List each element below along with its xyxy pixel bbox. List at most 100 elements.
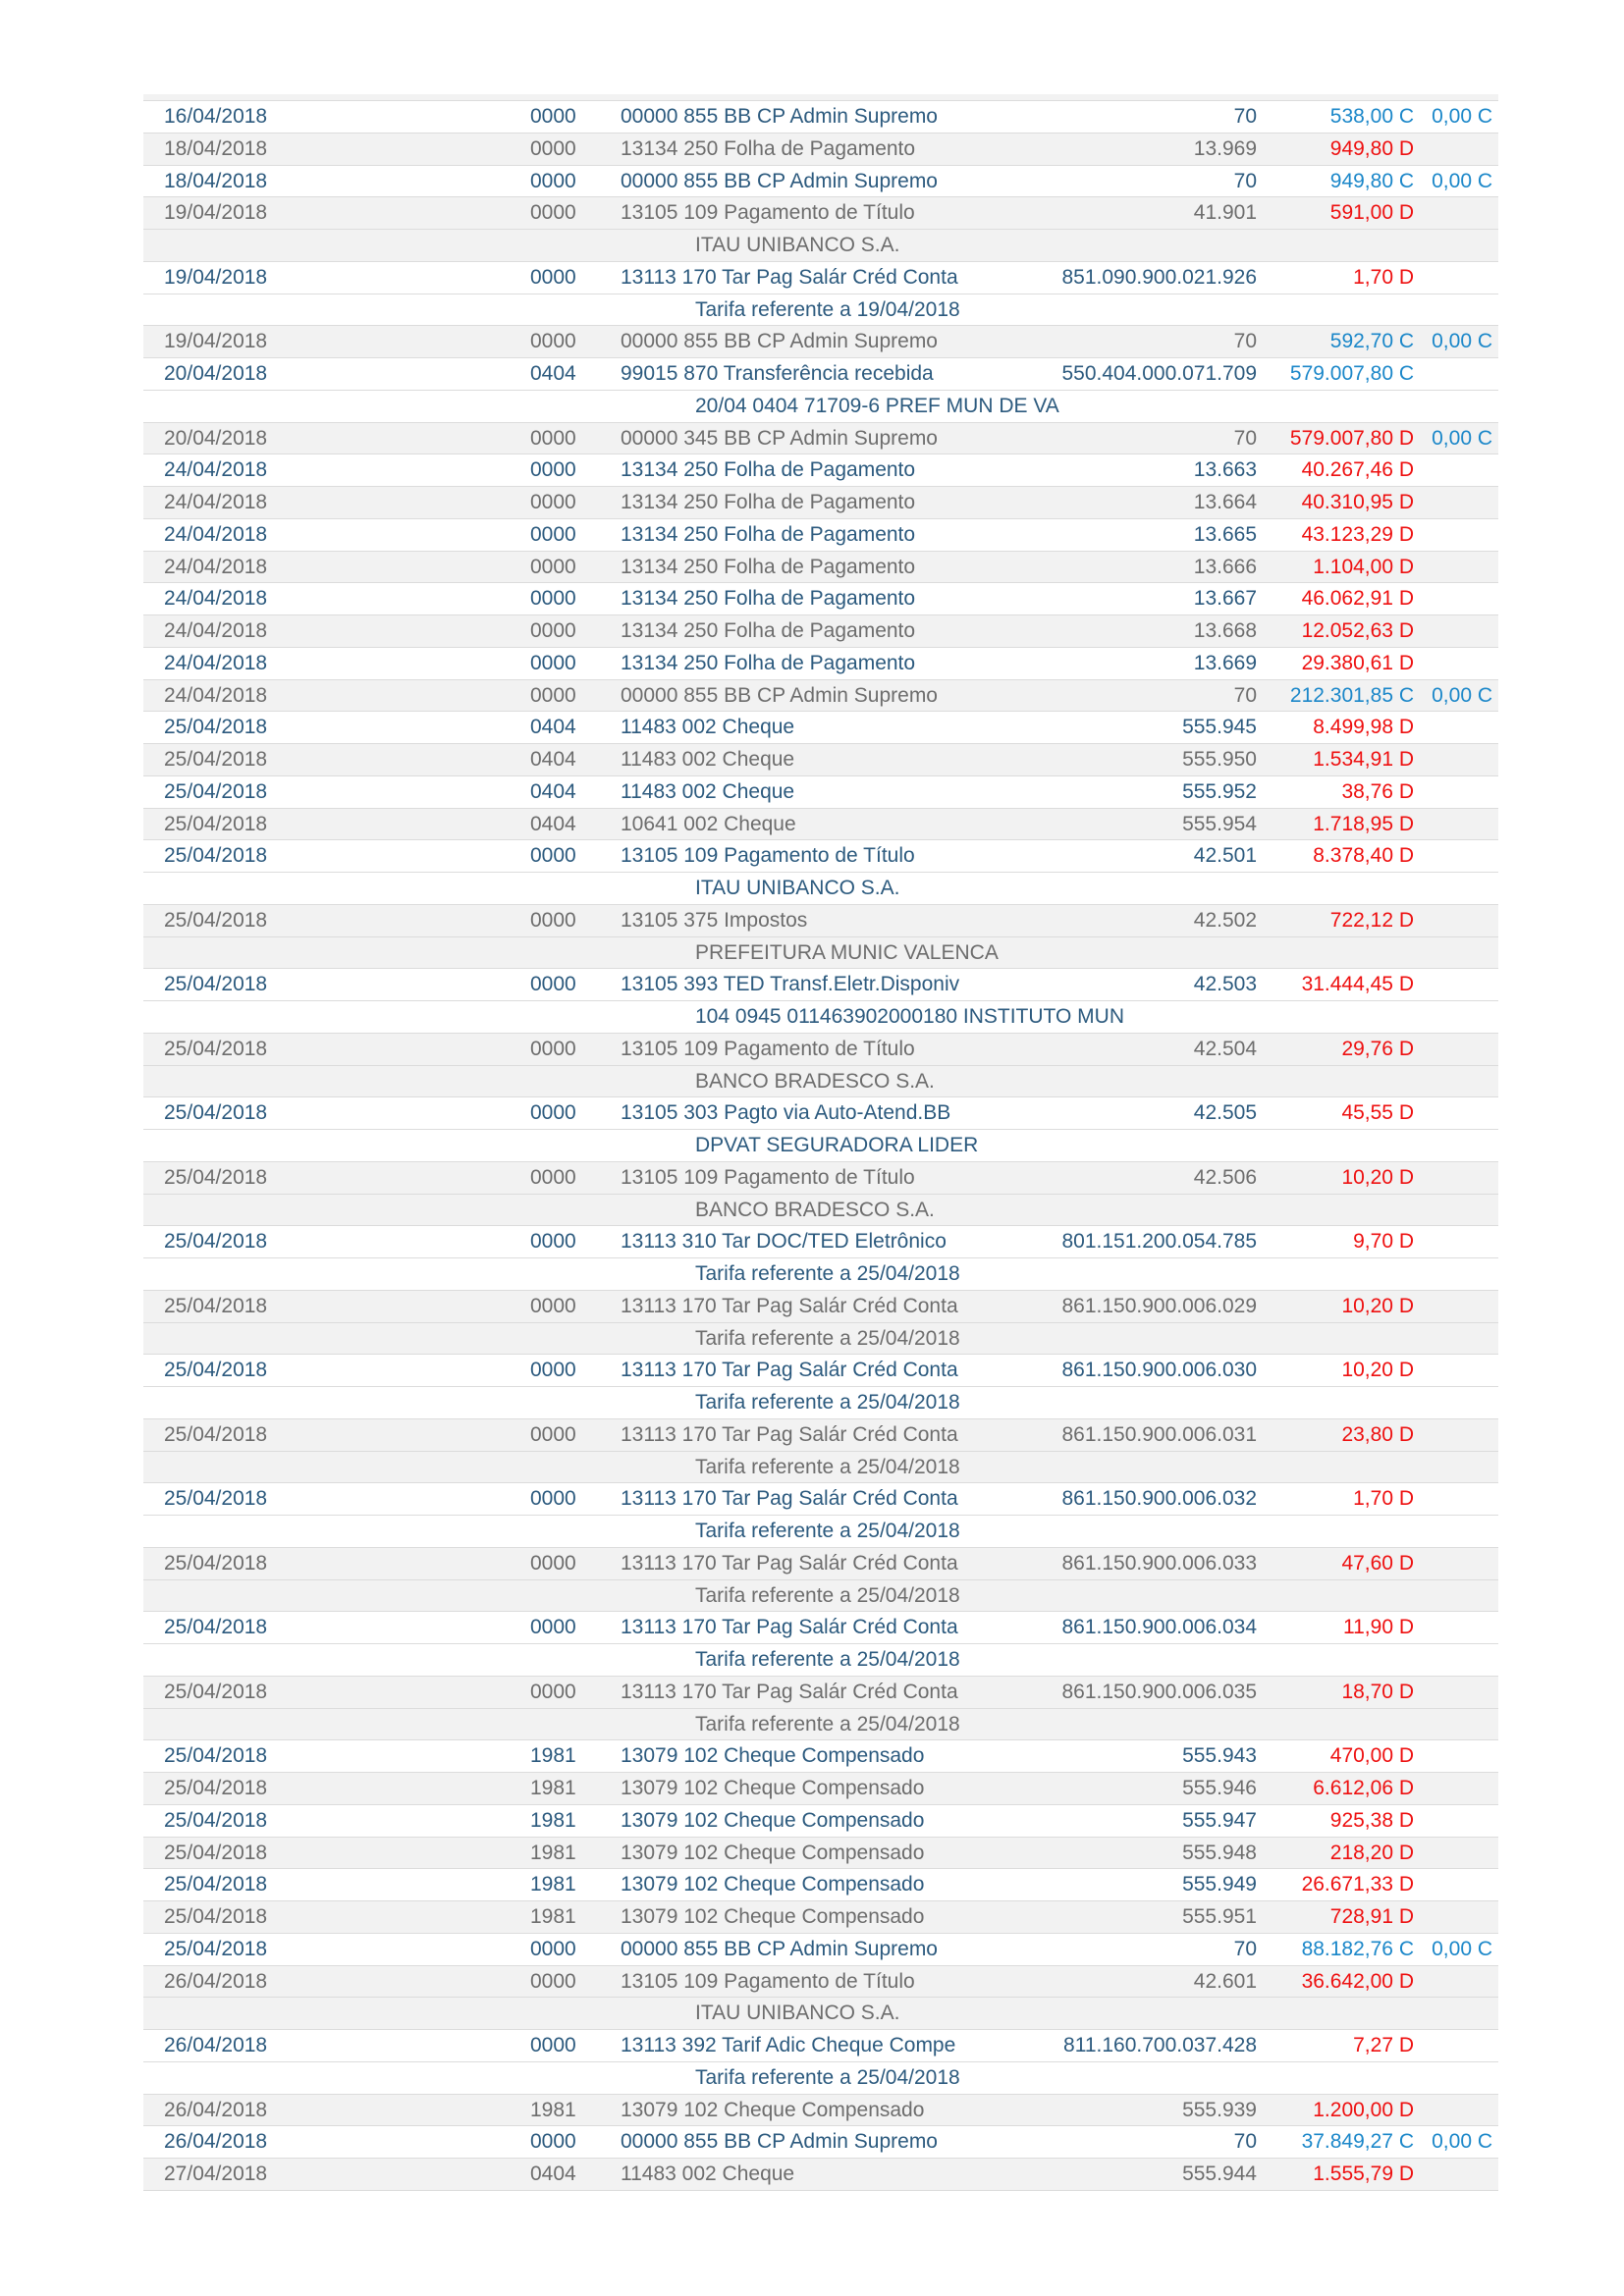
description-cell: 13113 170 Tar Pag Salár Créd Conta [621,1487,958,1511]
description-cell: 13134 250 Folha de Pagamento [621,619,916,642]
detail-cell: Tarifa referente a 25/04/2018 [695,1326,960,1350]
document-number-cell: 555.948 [1182,1841,1257,1864]
detail-cell: BANCO BRADESCO S.A. [695,1069,935,1093]
date-cell: 25/04/2018 [164,748,268,771]
transaction-row: 24/04/2018 0000 13134 250 Folha de Pagamen… [143,648,1498,680]
document-number-cell: 555.947 [1182,1808,1257,1832]
transaction-detail-row: Tarifa referente a 19/04/2018 [143,294,1498,327]
amount-cell: 38,76 D [1341,779,1414,803]
detail-cell: BANCO BRADESCO S.A. [695,1198,935,1221]
document-number-cell: 42.502 [1193,908,1257,932]
date-cell: 26/04/2018 [164,2034,268,2056]
date-cell: 16/04/2018 [164,105,268,128]
date-cell: 25/04/2018 [164,908,268,932]
date-cell: 25/04/2018 [164,1230,268,1254]
document-number-cell: 861.150.900.006.030 [1061,1359,1257,1382]
amount-cell: 10,20 D [1341,1359,1414,1382]
amount-cell: 45,55 D [1341,1101,1414,1125]
agency-cell: 0404 [530,779,576,803]
amount-cell: 1.104,00 D [1313,555,1414,578]
detail-cell: Tarifa referente a 25/04/2018 [695,1262,960,1285]
agency-cell: 0000 [530,1230,576,1254]
description-cell: 00000 345 BB CP Admin Supremo [621,426,938,450]
agency-cell: 0404 [530,748,576,771]
description-cell: 13105 375 Impostos [621,908,808,932]
document-number-cell: 811.160.700.037.428 [1063,2034,1257,2056]
agency-cell: 0000 [530,587,576,611]
transaction-row: 16/04/2018 0000 00000 855 BB CP Admin Supr… [143,101,1498,133]
description-cell: 13105 109 Pagamento de Título [621,201,915,225]
transaction-detail-row: Tarifa referente a 25/04/2018 [143,1644,1498,1677]
transaction-row: 18/04/2018 0000 13134 250 Folha de Pagamen… [143,133,1498,166]
transaction-row: 25/04/2018 0000 13105 303 Pagto via Auto-A… [143,1097,1498,1130]
date-cell: 24/04/2018 [164,522,268,546]
document-number-cell: 555.951 [1182,1905,1257,1928]
date-cell: 24/04/2018 [164,651,268,674]
date-cell: 27/04/2018 [164,2163,268,2185]
agency-cell: 0000 [530,169,576,192]
clipped-row-top [143,94,1498,101]
amount-cell: 1,70 D [1353,265,1414,289]
date-cell: 19/04/2018 [164,330,268,353]
description-cell: 13079 102 Cheque Compensado [621,1873,925,1896]
document-number-cell: 70 [1233,105,1257,128]
transaction-detail-row: Tarifa referente a 25/04/2018 [143,2062,1498,2095]
agency-cell: 0000 [530,1937,576,1960]
transaction-row: 25/04/2018 0000 13113 170 Tar Pag Salár Cr… [143,1483,1498,1516]
transaction-row: 24/04/2018 0000 13134 250 Folha de Pagamen… [143,615,1498,648]
transaction-row: 25/04/2018 1981 13079 102 Cheque Compensad… [143,1805,1498,1838]
agency-cell: 1981 [530,1777,576,1799]
description-cell: 13079 102 Cheque Compensado [621,1905,925,1928]
transaction-row: 25/04/2018 0000 13113 170 Tar Pag Salár Cr… [143,1418,1498,1452]
transaction-row: 25/04/2018 0404 11483 002 Cheque 555.950 1.5… [143,744,1498,776]
amount-cell: 23,80 D [1341,1422,1414,1446]
agency-cell: 0000 [530,908,576,932]
transaction-row: 25/04/2018 0000 13113 310 Tar DOC/TED Elet… [143,1226,1498,1258]
detail-cell: 104 0945 011463902000180 INSTITUTO MUN [695,1005,1124,1028]
transaction-row: 25/04/2018 1981 13079 102 Cheque Compensad… [143,1869,1498,1901]
detail-cell: ITAU UNIBANCO S.A. [695,2002,900,2025]
amount-cell: 925,38 D [1329,1808,1414,1832]
description-cell: 13113 170 Tar Pag Salár Créd Conta [621,1359,958,1382]
transaction-row: 20/04/2018 0404 99015 870 Transferência re… [143,358,1498,391]
agency-cell: 0000 [530,844,576,868]
transaction-row: 24/04/2018 0000 13134 250 Folha de Pagamen… [143,519,1498,552]
agency-cell: 1981 [530,1873,576,1896]
transaction-row: 25/04/2018 1981 13079 102 Cheque Compensad… [143,1740,1498,1773]
balance-cell: 0,00 C [1432,426,1492,450]
document-number-cell: 13.668 [1193,619,1257,642]
description-cell: 00000 855 BB CP Admin Supremo [621,330,938,353]
transaction-row: 27/04/2018 0404 11483 002 Cheque 555.944 1.5… [143,2159,1498,2191]
description-cell: 13079 102 Cheque Compensado [621,1777,925,1799]
transaction-detail-row: 104 0945 011463902000180 INSTITUTO MUN [143,1001,1498,1034]
amount-cell: 949,80 D [1329,136,1414,160]
description-cell: 13134 250 Folha de Pagamento [621,555,916,578]
transaction-row: 25/04/2018 1981 13079 102 Cheque Compensad… [143,1901,1498,1934]
transaction-row: 25/04/2018 0000 13105 393 TED Transf.Eletr… [143,969,1498,1001]
date-cell: 19/04/2018 [164,265,268,289]
amount-cell: 37.849,27 C [1301,2130,1414,2154]
description-cell: 13113 170 Tar Pag Salár Créd Conta [621,1422,958,1446]
document-number-cell: 861.150.900.006.031 [1061,1422,1257,1446]
date-cell: 24/04/2018 [164,555,268,578]
agency-cell: 0404 [530,2163,576,2185]
document-number-cell: 42.601 [1193,1969,1257,1993]
description-cell: 13079 102 Cheque Compensado [621,1808,925,1832]
agency-cell: 0404 [530,362,576,385]
date-cell: 26/04/2018 [164,1969,268,1993]
transaction-row: 19/04/2018 0000 13113 170 Tar Pag Salár Cr… [143,262,1498,294]
document-number-cell: 555.945 [1182,716,1257,739]
agency-cell: 0000 [530,619,576,642]
document-number-cell: 42.503 [1193,973,1257,996]
document-number-cell: 42.506 [1193,1165,1257,1189]
transaction-detail-row: BANCO BRADESCO S.A. [143,1065,1498,1098]
detail-cell: Tarifa referente a 25/04/2018 [695,1520,960,1542]
amount-cell: 591,00 D [1329,201,1414,225]
date-cell: 25/04/2018 [164,1294,268,1317]
transaction-row: 25/04/2018 0000 13113 170 Tar Pag Salár Cr… [143,1290,1498,1323]
detail-cell: Tarifa referente a 25/04/2018 [695,1583,960,1607]
description-cell: 00000 855 BB CP Admin Supremo [621,2130,938,2154]
date-cell: 19/04/2018 [164,201,268,225]
transaction-row: 25/04/2018 0000 13105 109 Pagamento de Tít… [143,840,1498,873]
amount-cell: 212.301,85 C [1289,683,1414,707]
